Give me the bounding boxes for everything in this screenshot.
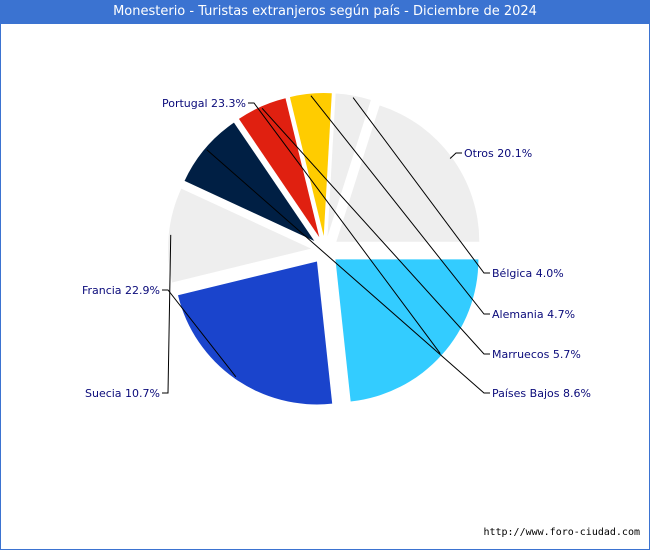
slice-label-suecia: Suecia 10.7% — [85, 387, 160, 400]
pie-slice-otros — [336, 105, 480, 242]
source-url[interactable]: http://www.foro-ciudad.com — [483, 527, 640, 538]
slice-label-francia: Francia 22.9% — [82, 284, 160, 297]
pie-slice-suecia — [168, 188, 312, 283]
slice-label-alemania: Alemania 4.7% — [492, 308, 575, 321]
leader-line-alemania — [310, 95, 490, 315]
pie-slice-marruecos — [238, 98, 320, 238]
leader-line-otros — [449, 152, 462, 159]
slice-label-bélgica: Bélgica 4.0% — [492, 267, 564, 280]
slice-label-otros: Otros 20.1% — [464, 147, 532, 160]
leader-line-países-bajos — [206, 149, 490, 394]
leader-line-suecia — [162, 234, 172, 394]
slice-label-países-bajos: Países Bajos 8.6% — [492, 387, 591, 400]
slice-label-portugal: Portugal 23.3% — [162, 97, 246, 110]
slice-label-marruecos: Marruecos 5.7% — [492, 348, 581, 361]
pie-slice-bélgica — [327, 93, 371, 237]
pie-slice-alemania — [289, 93, 332, 237]
leader-line-marruecos — [261, 107, 490, 355]
pie-slice-portugal — [335, 259, 479, 402]
leader-line-portugal — [248, 102, 441, 354]
leader-line-bélgica — [352, 97, 490, 274]
chart-title: Monesterio - Turistas extranjeros según … — [0, 0, 650, 24]
leader-line-francia — [162, 289, 237, 378]
pie-slice-países-bajos — [184, 122, 315, 241]
pie-slice-francia — [178, 261, 333, 405]
